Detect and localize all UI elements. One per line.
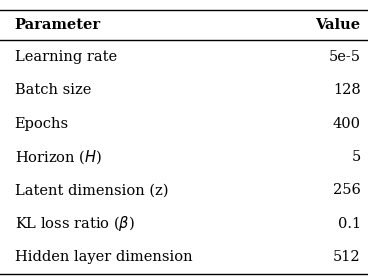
Text: 512: 512 <box>333 250 361 264</box>
Text: 256: 256 <box>333 183 361 197</box>
Text: 0.1: 0.1 <box>337 217 361 231</box>
Text: Hidden layer dimension: Hidden layer dimension <box>15 250 192 264</box>
Text: Value: Value <box>315 18 361 32</box>
Text: Epochs: Epochs <box>15 117 69 131</box>
Text: 400: 400 <box>333 117 361 131</box>
Text: 128: 128 <box>333 83 361 97</box>
Text: Batch size: Batch size <box>15 83 91 97</box>
Text: Learning rate: Learning rate <box>15 50 117 64</box>
Text: Horizon ($H$): Horizon ($H$) <box>15 148 102 166</box>
Text: KL loss ratio ($\beta$): KL loss ratio ($\beta$) <box>15 214 135 233</box>
Text: Parameter: Parameter <box>15 18 101 32</box>
Text: 5e-5: 5e-5 <box>329 50 361 64</box>
Text: 5: 5 <box>351 150 361 164</box>
Text: Latent dimension (z): Latent dimension (z) <box>15 183 168 197</box>
